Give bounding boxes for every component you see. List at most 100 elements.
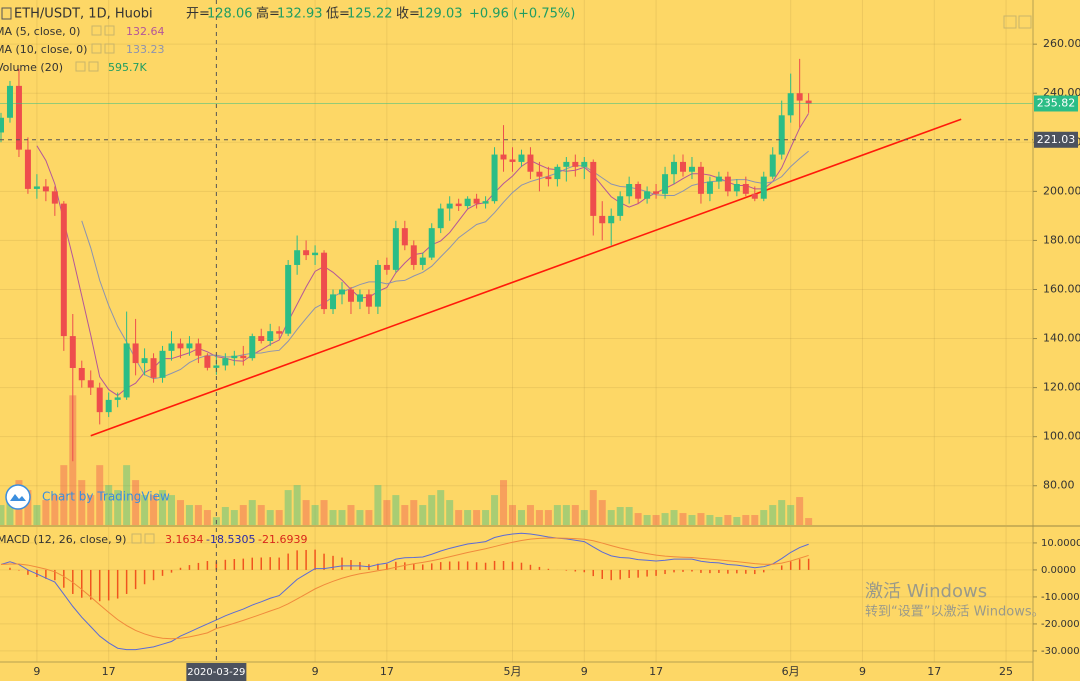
volume-bar [141,495,149,525]
candle-body [778,115,785,155]
volume-bar [679,513,687,525]
volume-bar [455,510,463,525]
trendline [90,118,962,437]
settings-button[interactable] [75,61,86,72]
scale-button[interactable] [1003,15,1017,29]
volume-bar [796,497,804,525]
macd-hist-value: 3.1634 [165,533,204,546]
candle-body [15,85,22,150]
volume-bar [51,495,59,525]
macd-tick-label: -10.0000 [1041,592,1080,603]
candle-body [599,215,606,224]
candle-body [563,161,570,167]
volume-bar [805,518,813,525]
volume-value: 595.7K [108,61,147,74]
volume-bar [706,515,714,525]
candle-body [653,191,660,194]
volume-bar [491,495,499,525]
chart-title: ETH/USDT, 1D, Huobi [14,7,153,22]
volume-bar [275,510,283,525]
volume-bar [526,505,534,525]
volume-bar [248,500,256,525]
volume-bar [293,485,301,525]
candle-body [518,154,525,162]
close-button[interactable] [104,43,115,54]
volume-bar [356,510,364,525]
close-button[interactable] [144,533,155,544]
tv-logo-text[interactable]: Chart by TradingView [42,490,170,504]
volume-bar [203,510,211,525]
low-value: 125.22 [347,7,393,22]
macd-tick-label: -30.0000 [1041,646,1080,657]
volume-bar [688,515,696,525]
volume-bar [661,513,669,525]
y-tick-label: 200.00 [1043,184,1080,197]
x-tick-label: 9 [33,665,40,678]
volume-bar [751,515,759,525]
volume-bar [634,513,642,525]
candle-body [132,343,139,364]
volume-bar [185,505,193,525]
macd-tick-label: 0.0000 [1041,565,1076,576]
candle-body [392,228,399,270]
candle-body [491,154,498,202]
volume-bar [428,495,436,525]
volume-bar [221,507,229,525]
volume-bar [159,490,167,525]
volume-bar [778,500,786,525]
settings-button[interactable] [91,25,102,36]
x-tick-label: 9 [859,665,866,678]
candle-body [204,355,211,368]
candle-body [410,245,417,265]
y-tick-label: 260.00 [1043,37,1080,50]
candle-body [697,166,704,194]
windows-title: 激活 Windows [865,581,987,602]
settings-button[interactable] [91,43,102,54]
y-tick-label: 160.00 [1043,282,1080,295]
candle-body [671,161,678,175]
volume-bar [338,510,346,525]
x-tick-label: 9 [312,665,319,678]
volume-bar [724,515,732,525]
symbol-icon[interactable] [1,7,12,20]
candle-body [473,198,480,204]
candle-body [437,208,444,229]
candle-body [321,252,328,310]
volume-bar [392,495,400,525]
crosshair-date-label: 2020-03-29 [187,667,245,678]
candle-body [662,174,669,194]
candle-body [347,289,354,302]
close-button[interactable] [88,61,99,72]
close-button[interactable] [104,25,115,36]
candle-body [312,252,319,256]
volume-bar [607,510,615,525]
volume-bar [33,505,41,525]
volume-bar [105,485,113,525]
x-tick-label: 25 [999,665,1013,678]
candle-body [383,264,390,270]
candle-body [464,198,471,207]
settings-button[interactable] [131,533,142,544]
candle-body [168,343,175,351]
candle-body [87,380,94,388]
candle-body [787,93,794,116]
candle-body [724,176,731,192]
volume-bar [544,510,552,525]
volume-bar [383,500,391,525]
volume-bar [598,500,606,525]
volume-bar [562,505,570,525]
volume-bar [365,510,373,525]
volume-bar [374,485,382,525]
volume-bar [742,515,750,525]
volume-bar [446,500,454,525]
candle-body [339,289,345,295]
tv-logo-icon[interactable] [5,484,31,510]
scale-button[interactable] [1018,15,1032,29]
candle-body [374,264,381,307]
candle-body [644,191,651,199]
volume-bar [625,507,633,525]
candle-body [608,215,615,224]
volume-bar [150,495,158,525]
candle-body [114,397,121,400]
volume-bar [769,505,777,525]
